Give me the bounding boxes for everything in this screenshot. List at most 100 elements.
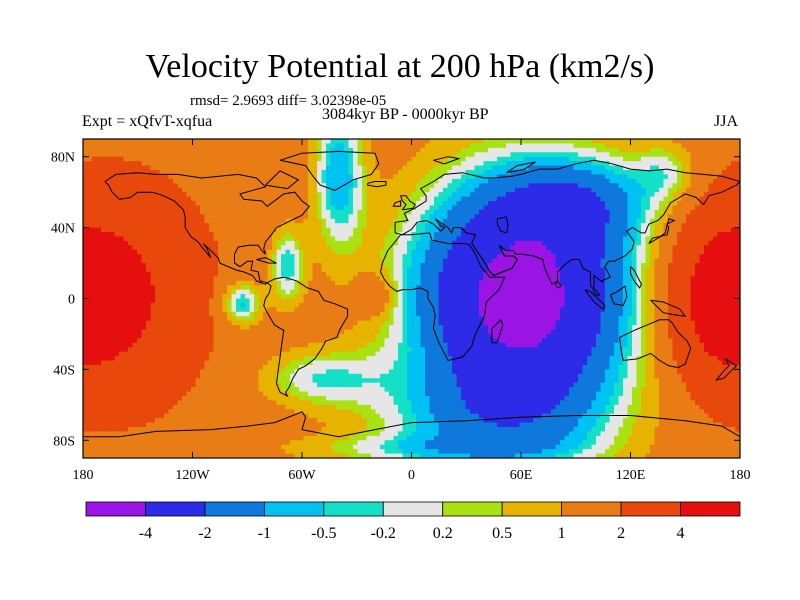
field-cell xyxy=(596,280,602,286)
field-cell xyxy=(240,143,246,149)
field-cell xyxy=(200,201,206,207)
field-cell xyxy=(411,170,417,176)
field-cell xyxy=(524,249,530,255)
field-cell xyxy=(555,139,561,145)
field-cell xyxy=(506,249,512,255)
field-cell xyxy=(542,232,548,238)
field-cell xyxy=(258,156,264,162)
field-cell xyxy=(384,240,390,246)
field-cell xyxy=(681,240,687,246)
field-cell xyxy=(564,236,570,242)
field-cell xyxy=(555,152,561,158)
field-cell xyxy=(515,240,521,246)
field-cell xyxy=(672,276,678,282)
field-cell xyxy=(173,263,179,269)
field-cell xyxy=(312,209,318,215)
field-cell xyxy=(128,196,134,202)
field-cell xyxy=(96,139,102,145)
field-cell xyxy=(389,236,395,242)
field-cell xyxy=(596,174,602,180)
field-cell xyxy=(569,263,575,269)
field-cell xyxy=(132,240,138,246)
field-cell xyxy=(578,161,584,167)
field-cell xyxy=(726,139,732,145)
field-cell xyxy=(668,280,674,286)
field-cell xyxy=(389,183,395,189)
field-cell xyxy=(344,267,350,273)
field-cell xyxy=(618,276,624,282)
field-cell xyxy=(551,205,557,211)
field-cell xyxy=(209,258,215,264)
field-cell xyxy=(731,236,737,242)
field-cell xyxy=(375,232,381,238)
field-cell xyxy=(492,236,498,242)
field-cell xyxy=(578,245,584,251)
field-cell xyxy=(348,263,354,269)
field-cell xyxy=(429,156,435,162)
field-cell xyxy=(555,178,561,184)
field-cell xyxy=(366,271,372,277)
field-cell xyxy=(362,178,368,184)
field-cell xyxy=(474,240,480,246)
field-cell xyxy=(551,254,557,260)
field-cell xyxy=(686,178,692,184)
field-cell xyxy=(173,147,179,153)
field-cell xyxy=(281,240,287,246)
field-cell xyxy=(690,201,696,207)
field-cell xyxy=(137,232,143,238)
field-cell xyxy=(438,214,444,220)
field-cell xyxy=(515,174,521,180)
field-cell xyxy=(326,267,332,273)
field-cell xyxy=(695,263,701,269)
field-cell xyxy=(393,285,399,291)
field-cell xyxy=(686,254,692,260)
field-cell xyxy=(497,276,503,282)
field-cell xyxy=(123,209,129,215)
field-cell xyxy=(204,249,210,255)
field-cell xyxy=(650,196,656,202)
field-cell xyxy=(654,170,660,176)
field-cell xyxy=(177,227,183,233)
field-cell xyxy=(465,147,471,153)
field-cell xyxy=(641,276,647,282)
field-cell xyxy=(168,249,174,255)
field-cell xyxy=(276,249,282,255)
field-cell xyxy=(645,276,651,282)
field-cell xyxy=(299,223,305,229)
field-cell xyxy=(609,218,615,224)
field-cell xyxy=(690,276,696,282)
field-cell xyxy=(339,152,345,158)
field-cell xyxy=(443,245,449,251)
field-cell xyxy=(492,187,498,193)
field-cell xyxy=(569,152,575,158)
field-cell xyxy=(560,161,566,167)
field-cell xyxy=(159,240,165,246)
field-cell xyxy=(537,254,543,260)
field-cell xyxy=(150,209,156,215)
field-cell xyxy=(141,139,147,145)
field-cell xyxy=(483,152,489,158)
field-cell xyxy=(722,192,728,198)
field-cell xyxy=(677,139,683,145)
field-cell xyxy=(299,258,305,264)
field-cell xyxy=(461,258,467,264)
field-cell xyxy=(659,263,665,269)
field-cell xyxy=(263,276,269,282)
field-cell xyxy=(650,187,656,193)
field-cell xyxy=(366,170,372,176)
field-cell xyxy=(177,178,183,184)
field-cell xyxy=(384,263,390,269)
field-cell xyxy=(713,196,719,202)
field-cell xyxy=(605,170,611,176)
field-cell xyxy=(218,187,224,193)
field-cell xyxy=(411,258,417,264)
field-cell xyxy=(474,271,480,277)
field-cell xyxy=(312,205,318,211)
field-cell xyxy=(245,276,251,282)
field-cell xyxy=(186,178,192,184)
field-cell xyxy=(461,205,467,211)
field-cell xyxy=(443,147,449,153)
field-cell xyxy=(627,214,633,220)
field-cell xyxy=(339,196,345,202)
field-cell xyxy=(308,196,314,202)
